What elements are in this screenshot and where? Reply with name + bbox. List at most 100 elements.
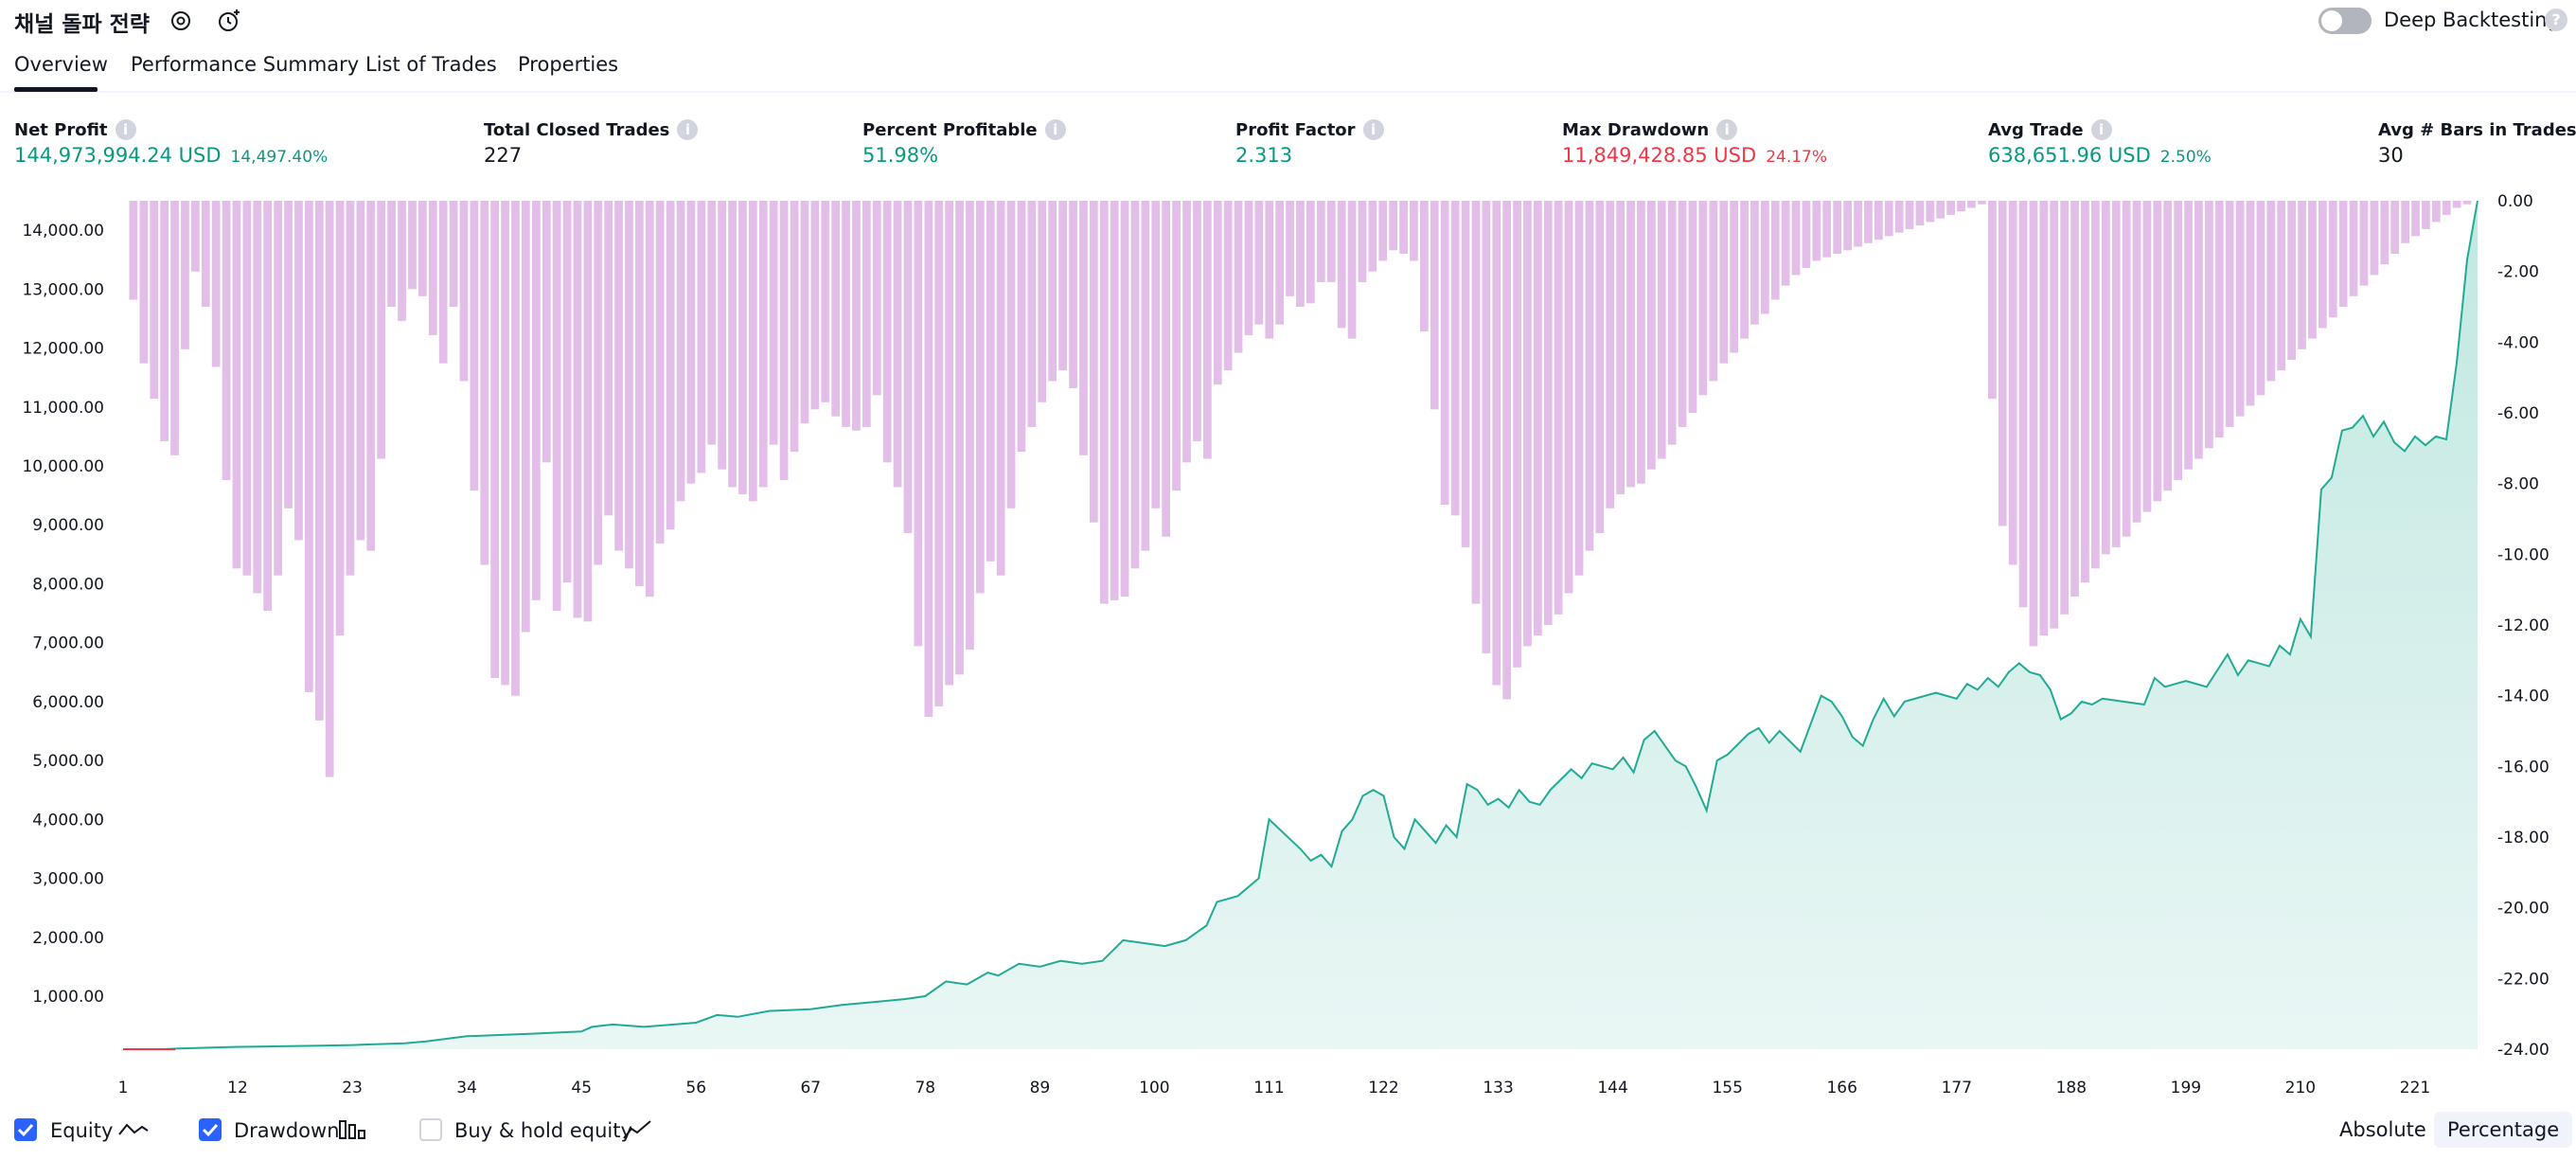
drawdown-bar [1368,201,1377,272]
y-axis-left-tick: 11,000.00 [22,399,104,418]
drawdown-legend-label: Drawdown [234,1119,340,1142]
drawdown-bar [1688,201,1697,413]
y-axis-left-tick: 10,000.00 [22,457,104,476]
x-axis-tick: 144 [1597,1079,1627,1098]
drawdown-bar [522,201,530,633]
drawdown-bar [2318,201,2327,329]
drawdown-bar [738,201,747,494]
drawdown-bar [263,201,272,612]
drawdown-bar [1884,201,1893,237]
drawdown-bar [676,201,685,502]
drawdown-bar [1492,201,1501,686]
settings-gear-icon[interactable] [166,6,196,36]
info-icon[interactable]: i [1044,119,1066,140]
deep-backtesting-toggle[interactable] [2318,8,2372,34]
drawdown-bar [511,201,520,696]
drawdown-bar [1482,201,1491,653]
drawdown-bar [1172,201,1181,491]
info-icon[interactable]: i [2090,119,2112,140]
drawdown-bar [2081,201,2089,583]
y-axis-left-tick: 6,000.00 [32,693,104,712]
strategy-title: 채널 돌파 전략 [14,12,150,37]
metric-profit-factor-value: 2.313 [1235,144,1293,167]
y-axis-left-tick: 7,000.00 [32,634,104,653]
equity-line [123,200,2478,1050]
drawdown-bar [914,201,923,647]
buy-hold-checkbox[interactable] [419,1118,442,1141]
drawdown-bar [1626,201,1635,488]
y-axis-right-tick: 0.00 [2497,192,2533,211]
info-icon[interactable]: i [1716,119,1738,140]
drawdown-bar [1585,201,1594,551]
drawdown-bar [305,201,313,692]
drawdown-bar [583,201,593,622]
drawdown-checkbox[interactable] [199,1118,222,1141]
equity-drawdown-chart[interactable]: 14,000.0013,000.0012,000.0011,000.0010,0… [0,189,2576,1098]
drawdown-bar [335,201,345,636]
x-axis-tick: 177 [1942,1079,1972,1098]
tab-properties[interactable]: Properties [518,53,619,76]
info-icon[interactable]: i [1362,119,1384,140]
metric-avg-bars-value: 30 [2378,144,2404,167]
drawdown-bar [1244,201,1253,335]
drawdown-bar [749,201,757,502]
info-icon[interactable]: i [115,119,136,140]
drawdown-bar [170,201,179,455]
tabs-divider [0,91,2576,93]
drawdown-bar [1389,201,1397,251]
tab-overview[interactable]: Overview [14,53,108,76]
drawdown-bar [1203,201,1212,459]
metric-sub-text: 24.17% [1766,148,1828,167]
drawdown-bar [1915,201,1925,226]
x-axis-tick: 221 [2400,1079,2430,1098]
drawdown-bar [1709,201,1718,382]
drawdown-bar [1554,201,1563,615]
x-axis-tick: 23 [342,1079,363,1098]
drawdown-bar [2432,201,2441,223]
x-axis-tick: 122 [1368,1079,1398,1098]
drawdown-bar [1543,201,1553,625]
drawdown-bar [2091,201,2100,569]
drawdown-bar [924,201,933,718]
x-axis-tick: 89 [1030,1079,1051,1098]
drawdown-bar [1637,201,1645,484]
absolute-mode-button[interactable]: Absolute [2339,1118,2426,1141]
drawdown-bar [2008,201,2017,565]
y-axis-right-tick: -16.00 [2497,758,2549,776]
info-icon[interactable]: i [677,119,699,140]
drawdown-bar [1048,201,1057,382]
tab-performance-summary[interactable]: Performance Summary [131,53,360,76]
drawdown-bar [501,201,509,686]
drawdown-bar [769,201,778,445]
drawdown-bar [1998,201,2007,526]
drawdown-bar [862,201,871,427]
drawdown-bar [2266,201,2276,382]
metric-sub-text: 14,497.40% [230,148,329,167]
deep-backtesting-info-icon[interactable]: ? [2545,9,2567,31]
drawdown-bar [160,201,169,441]
drawdown-bar [2401,201,2409,243]
drawdown-bar [181,201,189,349]
drawdown-bar [1099,201,1109,604]
drawdown-bar [903,201,913,533]
metric-label-text: Avg Trade [1988,119,2084,140]
tab-list-of-trades[interactable]: List of Trades [365,53,497,76]
drawdown-bar [1450,201,1460,516]
add-alert-icon[interactable] [214,6,244,36]
percentage-mode-button[interactable]: Percentage [2434,1112,2573,1148]
drawdown-bar [2452,201,2461,208]
drawdown-bar [2184,201,2193,470]
drawdown-bar [966,201,974,651]
buy-hold-legend-label: Buy & hold equity [454,1119,632,1142]
drawdown-bar [2174,201,2182,480]
drawdown-bar [1874,201,1883,241]
drawdown-bar [2277,201,2286,371]
drawdown-bar [1988,201,1997,400]
drawdown-bar [1120,201,1129,598]
drawdown-bar [810,201,820,410]
drawdown-bar [2050,201,2059,629]
drawdown-bar [728,201,737,488]
equity-checkbox[interactable] [14,1118,37,1141]
y-axis-left-tick: 13,000.00 [22,280,104,299]
